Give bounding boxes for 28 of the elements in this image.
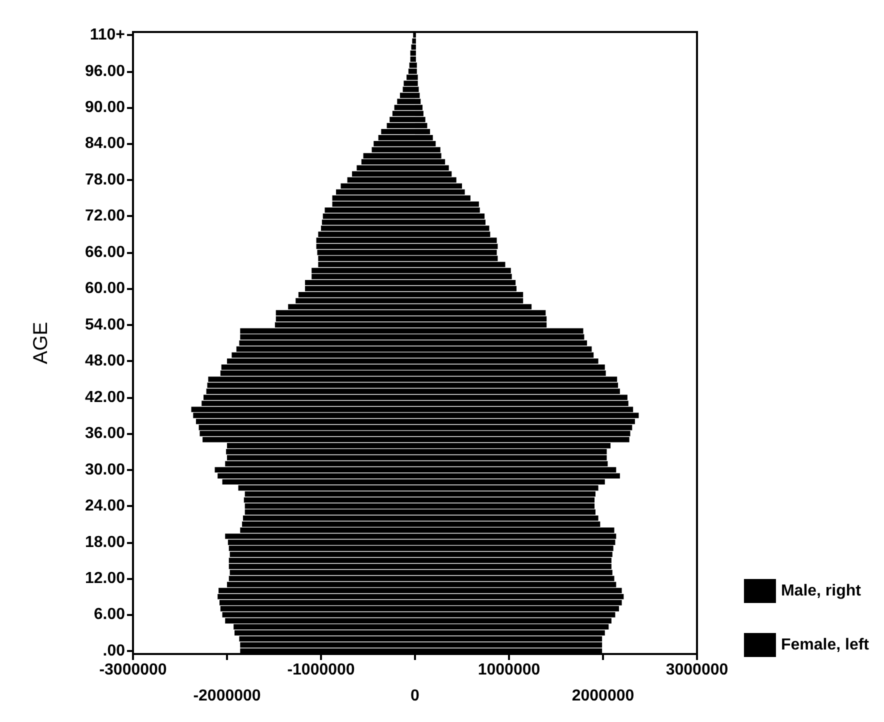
x-tick-label: -3000000 [99, 662, 167, 678]
y-tick-label: 72.00 [84, 208, 126, 225]
y-tick-label: 84.00 [84, 135, 126, 152]
x-tick-label: 1000000 [478, 662, 540, 678]
y-tick-label: 42.00 [84, 388, 126, 406]
y-tick-label: 18.00 [84, 534, 126, 551]
y-tick-label: 78.00 [84, 171, 126, 188]
y-tick-label: 12.00 [84, 570, 126, 588]
legend-label: Female, left [780, 636, 870, 654]
y-tick-label: 66.00 [84, 244, 126, 261]
y-tick-label: 30.00 [84, 461, 126, 478]
y-tick-label: 96.00 [84, 62, 126, 80]
y-tick-label: 60.00 [84, 280, 126, 298]
y-tick-label: 48.00 [84, 352, 126, 370]
y-tick-label: 54.00 [84, 316, 126, 334]
y-tick-label: .00 [102, 642, 126, 660]
x2-tick-label: 0 [410, 688, 420, 704]
x2-tick-label: 2000000 [572, 688, 634, 704]
y-tick-label: 90.00 [84, 98, 126, 116]
x-tick-label: 3000000 [666, 662, 728, 678]
y-tick-label: 110+ [90, 26, 125, 44]
x-tick-label: -1000000 [287, 662, 355, 678]
legend-label: Male, right [780, 582, 862, 600]
y-tick-label: 24.00 [84, 498, 126, 515]
y-tick-label: 36.00 [84, 425, 126, 442]
y-tick-label: 6.00 [94, 606, 126, 624]
y-axis-title: AGE [30, 322, 52, 364]
x2-tick-label: -2000000 [193, 688, 261, 704]
